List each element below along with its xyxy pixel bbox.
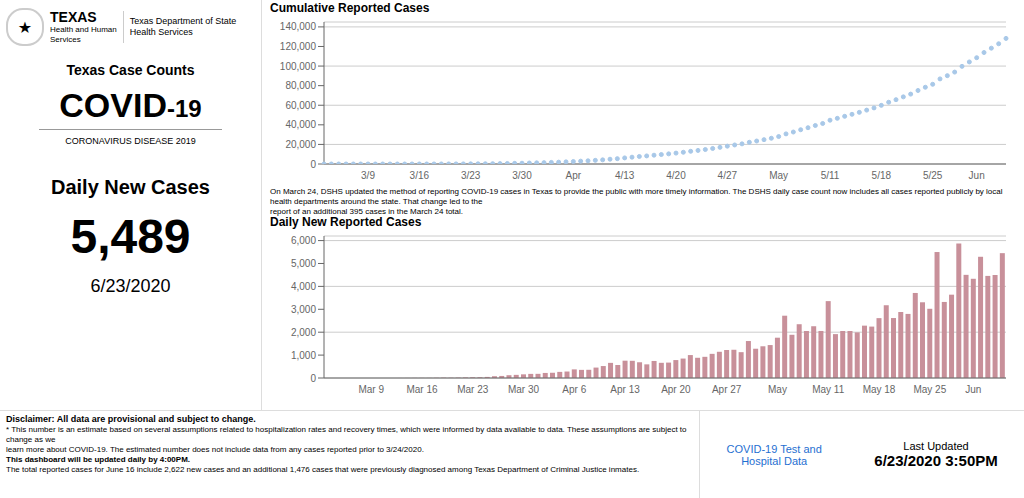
svg-text:4/13: 4/13 [615,170,635,181]
svg-text:Apr 27: Apr 27 [712,384,742,395]
svg-text:Mar 23: Mar 23 [457,384,489,395]
html-text:Disclaimer: All data are provi: Disclaimer: All data are provisional and… [6,414,256,424]
svg-text:Jun: Jun [965,384,981,395]
html-text:Daily New Cases: Daily New Cases [51,176,210,198]
html-text:learn more about COVID-19. The: learn more about COVID-19. The estimated… [6,445,424,454]
svg-text:0: 0 [310,373,316,384]
html-text:Texas Case Counts: Texas Case Counts [66,62,195,78]
svg-text:3/9: 3/9 [361,170,375,181]
svg-text:Mar 16: Mar 16 [406,384,438,395]
svg-text:Apr: Apr [566,170,582,181]
svg-text:Apr 6: Apr 6 [562,384,586,395]
svg-text:3/16: 3/16 [410,170,430,181]
html-text:Last Updated: Last Updated [903,440,969,452]
svg-text:May 11: May 11 [812,384,844,395]
svg-text:6,000: 6,000 [291,235,316,246]
svg-text:5/25: 5/25 [923,170,943,181]
svg-text:120,000: 120,000 [280,41,317,52]
svg-text:0: 0 [310,159,316,170]
svg-text:Mar 30: Mar 30 [508,384,540,395]
svg-text:Apr 20: Apr 20 [661,384,691,395]
svg-text:4/27: 4/27 [718,170,738,181]
html-text:Cumulative Reported Cases: Cumulative Reported Cases [270,1,430,15]
svg-text:Jun: Jun [969,170,985,181]
html-text:5,489: 5,489 [70,210,191,263]
html-text:On March 24, DSHS updated the: On March 24, DSHS updated the method of … [270,187,1003,206]
html-text:6/23/2020: 6/23/2020 [90,276,171,296]
svg-text:Apr 13: Apr 13 [610,384,640,395]
svg-text:3/30: 3/30 [512,170,532,181]
svg-text:May 25: May 25 [913,384,946,395]
svg-text:2,000: 2,000 [291,327,316,338]
svg-text:1,000: 1,000 [291,350,316,361]
html-text:Health and Human Services: Health and Human Services [50,25,117,44]
html-text:TEXAS: TEXAS [50,9,97,25]
svg-text:5,000: 5,000 [291,258,316,269]
svg-text:100,000: 100,000 [280,61,317,72]
html-text:CORONAVIRUS DISEASE 2019: CORONAVIRUS DISEASE 2019 [65,136,196,146]
svg-text:3/23: 3/23 [461,170,481,181]
html-text:* This number is an estimate b: * This number is an estimate based on se… [6,425,687,444]
svg-text:May: May [769,170,788,181]
svg-text:Mar 9: Mar 9 [358,384,384,395]
svg-text:5/11: 5/11 [821,170,840,181]
html-text:COVID-19: COVID-19 [59,86,202,124]
html-text:6/23/2020 3:50PM: 6/23/2020 3:50PM [874,452,998,469]
html-text:The total reported cases for J: The total reported cases for June 16 inc… [6,465,640,474]
svg-text:May 18: May 18 [863,384,896,395]
svg-text:140,000: 140,000 [280,21,317,32]
html-text:report of an additional 395 ca: report of an additional 395 cases in the… [270,207,463,216]
svg-text:May: May [768,384,787,395]
svg-text:20,000: 20,000 [285,139,316,150]
svg-text:5/18: 5/18 [872,170,892,181]
svg-text:4,000: 4,000 [291,281,316,292]
html-text:This dashboard will be updated: This dashboard will be updated daily by … [6,455,190,464]
html-text:Texas Department of State Heal: Texas Department of State Health Service… [129,16,237,37]
svg-text:3,000: 3,000 [291,304,316,315]
svg-text:40,000: 40,000 [285,119,316,130]
svg-text:60,000: 60,000 [285,100,316,111]
html-text:COVID-19 Test and Hospital Dat: COVID-19 Test and Hospital Data [726,442,822,467]
html-text:Daily New Reported Cases: Daily New Reported Cases [270,215,422,229]
svg-text:4/20: 4/20 [666,170,686,181]
svg-text:80,000: 80,000 [285,80,316,91]
